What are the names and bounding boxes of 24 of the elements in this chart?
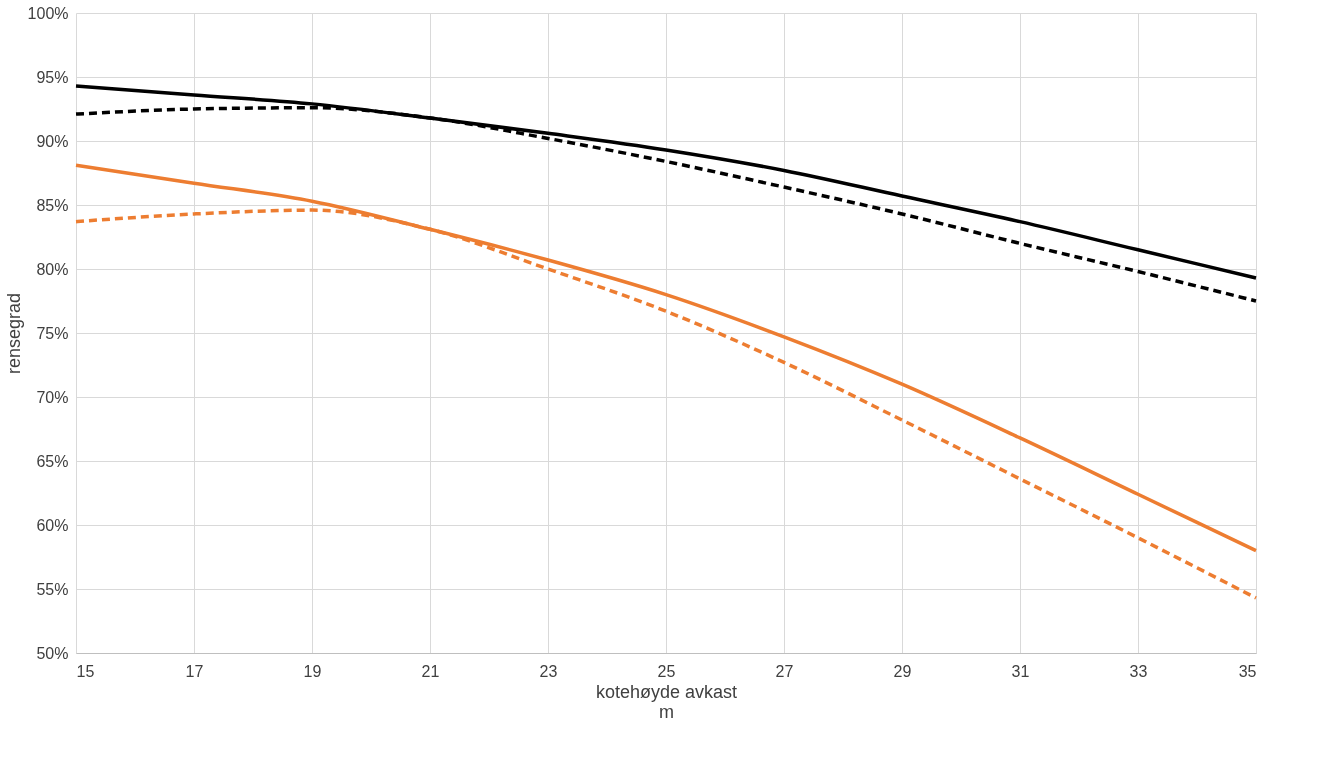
y-tick-label: 70% xyxy=(36,388,69,406)
x-tick-label: 31 xyxy=(1011,662,1030,680)
y-tick-label: 75% xyxy=(36,324,69,342)
y-tick-label: 55% xyxy=(36,580,69,598)
y-tick-label: 50% xyxy=(36,644,69,662)
y-tick-label: 100% xyxy=(27,4,69,22)
x-tick-label: 33 xyxy=(1129,662,1148,680)
x-tick-label: 27 xyxy=(775,662,794,680)
x-tick-label: 35 xyxy=(1238,662,1257,680)
x-tick-label: 15 xyxy=(76,662,95,680)
y-tick-label: 60% xyxy=(36,516,69,534)
x-tick-label: 23 xyxy=(539,662,558,680)
y-axis-title: rensegrad xyxy=(3,292,24,375)
x-axis-title: kotehøyde avkast m xyxy=(595,681,738,722)
y-tick-label: 80% xyxy=(36,260,69,278)
y-tick-label: 85% xyxy=(36,196,69,214)
x-tick-label: 25 xyxy=(657,662,676,680)
x-tick-label: 19 xyxy=(303,662,322,680)
y-tick-label: 95% xyxy=(36,68,69,86)
y-tick-label: 65% xyxy=(36,452,69,470)
x-tick-label: 17 xyxy=(185,662,204,680)
x-tick-label: 21 xyxy=(421,662,440,680)
y-tick-label: 90% xyxy=(36,132,69,150)
x-tick-label: 29 xyxy=(893,662,912,680)
